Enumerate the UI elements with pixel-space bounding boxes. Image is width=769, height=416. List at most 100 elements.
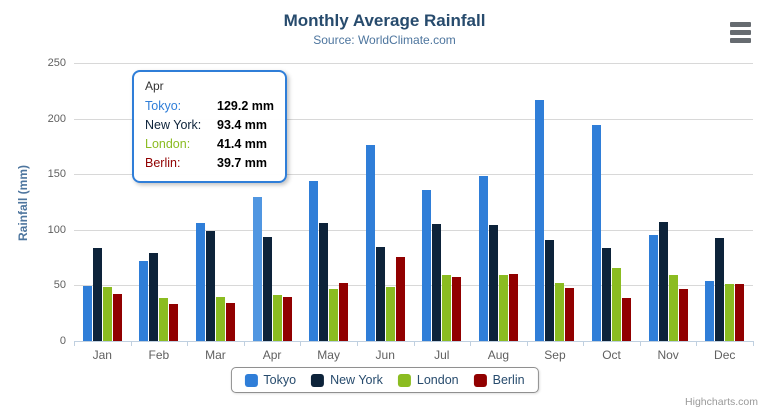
x-axis-tick [187, 341, 189, 346]
tooltip-series-value: 129.2 mm [217, 99, 274, 113]
column-london-nov[interactable] [669, 275, 678, 341]
column-london-aug[interactable] [499, 275, 508, 341]
gridline-250 [74, 63, 753, 64]
tooltip-row-london: London: 41.4 mm [145, 135, 274, 154]
tooltip: Apr Tokyo: 129.2 mm New York: 93.4 mm London… [132, 70, 287, 183]
highcharts-credit[interactable]: Highcharts.com [685, 396, 758, 408]
x-axis-tick [753, 341, 754, 346]
x-category-label: Nov [657, 348, 679, 362]
y-tick-label: 100 [47, 223, 66, 236]
x-axis-tick [130, 341, 132, 346]
column-tokyo-oct[interactable] [592, 125, 601, 341]
x-axis-tick [356, 341, 358, 346]
column-berlin-jan[interactable] [113, 294, 122, 341]
column-new-york-jan[interactable] [93, 248, 102, 341]
y-tick-label: 150 [47, 168, 66, 181]
column-london-jan[interactable] [103, 287, 112, 341]
tooltip-header: Apr [145, 79, 164, 93]
tooltip-series-label: New York: [145, 118, 202, 132]
x-category-label: Jun [375, 348, 395, 362]
hamburger-bar [730, 38, 751, 43]
legend-item-new-york[interactable]: New York [311, 373, 383, 387]
column-london-mar[interactable] [216, 297, 225, 341]
column-london-feb[interactable] [159, 298, 168, 341]
y-tick-label: 50 [53, 279, 66, 292]
y-tick-label: 0 [59, 335, 66, 347]
column-berlin-sep[interactable] [565, 288, 574, 341]
column-new-york-jul[interactable] [432, 224, 441, 341]
gridline-100 [74, 229, 753, 231]
x-category-label: Mar [205, 348, 226, 362]
x-axis-tick [526, 341, 528, 346]
column-new-york-feb[interactable] [149, 253, 158, 341]
column-berlin-jun[interactable] [396, 257, 405, 341]
chart-title: Monthly Average Rainfall [283, 11, 486, 30]
column-new-york-oct[interactable] [602, 248, 611, 341]
column-berlin-apr[interactable] [283, 297, 292, 341]
column-new-york-dec[interactable] [715, 238, 724, 341]
column-berlin-may[interactable] [339, 283, 348, 341]
legend-label: Tokyo [263, 373, 297, 387]
column-tokyo-sep[interactable] [535, 100, 544, 341]
legend-item-london[interactable]: London [397, 373, 459, 387]
x-category-label: Aug [487, 348, 510, 362]
column-new-york-nov[interactable] [659, 222, 668, 341]
column-berlin-mar[interactable] [226, 303, 235, 341]
x-axis-tick [243, 341, 245, 346]
column-tokyo-mar[interactable] [196, 223, 205, 341]
column-tokyo-dec[interactable] [705, 281, 714, 341]
column-berlin-jul[interactable] [452, 277, 461, 341]
legend: Tokyo New York London Berlin [230, 367, 539, 393]
column-london-apr[interactable] [273, 295, 282, 341]
legend-item-berlin[interactable]: Berlin [473, 373, 525, 387]
column-tokyo-may[interactable] [309, 181, 318, 341]
column-berlin-oct[interactable] [622, 298, 631, 341]
legend-label: London [416, 373, 459, 387]
column-london-sep[interactable] [555, 283, 564, 341]
x-axis-tick [300, 341, 302, 346]
legend-swatch-london [397, 373, 411, 387]
hamburger-bar [730, 30, 751, 35]
x-category-label: Jul [434, 348, 450, 362]
column-new-york-may[interactable] [319, 223, 328, 341]
column-tokyo-jun[interactable] [366, 145, 375, 341]
column-tokyo-aug[interactable] [479, 176, 488, 341]
x-axis-tick [583, 341, 585, 346]
legend-label: Berlin [492, 373, 525, 387]
x-category-label: Apr [262, 348, 282, 362]
column-berlin-nov[interactable] [679, 289, 688, 341]
column-london-oct[interactable] [612, 268, 621, 341]
column-tokyo-nov[interactable] [649, 235, 658, 341]
tooltip-row-new-york: New York: 93.4 mm [145, 116, 274, 135]
column-new-york-mar[interactable] [206, 231, 215, 341]
column-london-jul[interactable] [442, 275, 451, 341]
tooltip-series-label: London: [145, 137, 191, 151]
column-london-jun[interactable] [386, 287, 395, 341]
hamburger-icon[interactable] [730, 22, 751, 43]
column-new-york-sep[interactable] [545, 240, 554, 341]
column-berlin-aug[interactable] [509, 274, 518, 341]
column-tokyo-feb[interactable] [139, 261, 148, 341]
gridline-150 [74, 174, 753, 176]
column-london-may[interactable] [329, 289, 338, 341]
tooltip-series-value: 93.4 mm [217, 118, 268, 132]
y-tick-label: 200 [47, 112, 66, 125]
column-new-york-apr[interactable] [263, 237, 272, 341]
column-tokyo-apr[interactable] [253, 197, 262, 341]
x-axis-tick [470, 341, 472, 346]
gridline-200 [74, 118, 753, 120]
legend-swatch-tokyo [244, 373, 258, 387]
column-berlin-dec[interactable] [735, 284, 744, 341]
y-axis-title: Rainfall (mm) [16, 165, 30, 242]
column-london-dec[interactable] [725, 284, 734, 341]
column-new-york-jun[interactable] [376, 247, 385, 341]
column-new-york-aug[interactable] [489, 225, 498, 341]
x-axis-tick [413, 341, 415, 346]
tooltip-series-value: 39.7 mm [217, 156, 268, 170]
column-tokyo-jul[interactable] [422, 190, 431, 341]
x-axis-tick [696, 341, 698, 346]
column-berlin-feb[interactable] [169, 304, 178, 341]
legend-item-tokyo[interactable]: Tokyo [244, 373, 296, 387]
column-tokyo-jan[interactable] [83, 286, 92, 341]
tooltip-series-value: 41.4 mm [217, 137, 268, 151]
